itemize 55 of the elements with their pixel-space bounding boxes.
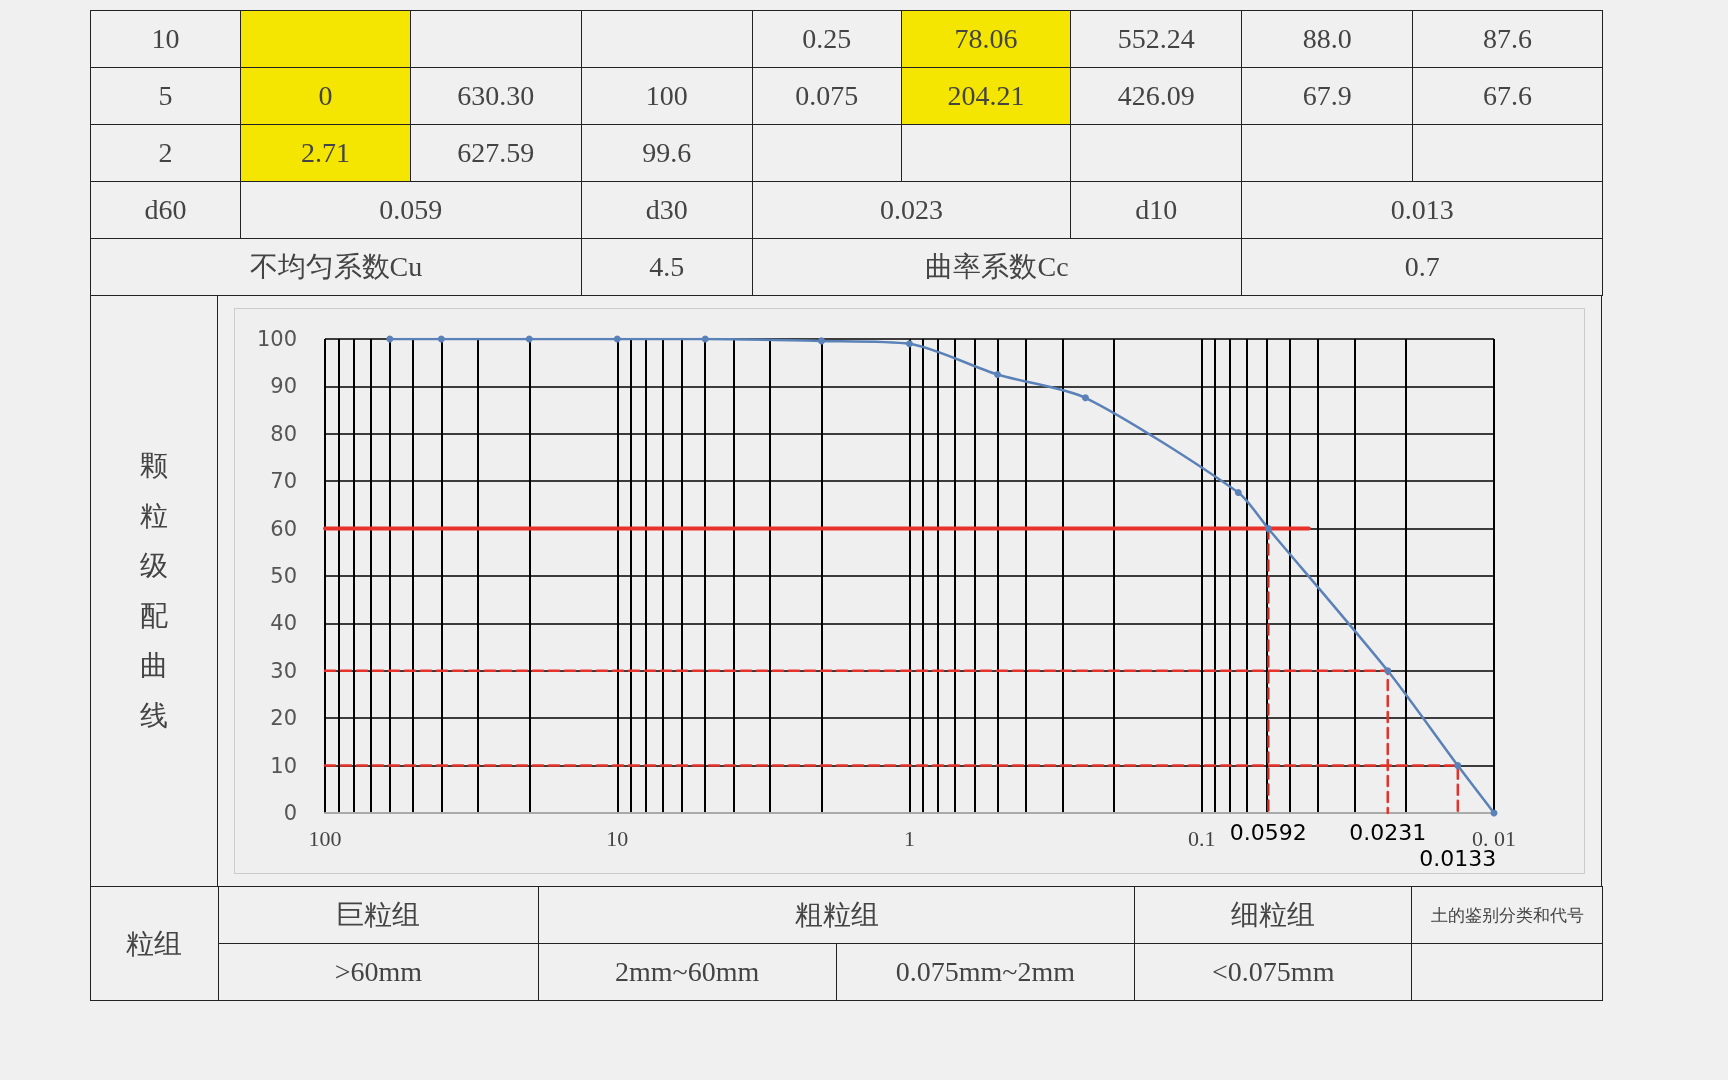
- x-tick-label: 100: [308, 825, 342, 851]
- text: 4.5: [581, 238, 753, 296]
- y-tick-label: 0: [283, 801, 297, 825]
- text: 67.6: [1412, 67, 1603, 125]
- x-tick-label: 1: [904, 825, 915, 851]
- text: 粗粒组: [538, 886, 1135, 944]
- annotation: 0.0592: [1229, 819, 1307, 845]
- text: 99.6: [581, 124, 753, 182]
- text: 0.075: [752, 67, 902, 125]
- text: 2mm~60mm: [538, 943, 836, 1001]
- text: 552.24: [1070, 10, 1242, 68]
- annotation: 0.0231: [1349, 819, 1427, 845]
- text: 78.06: [901, 10, 1071, 68]
- text: 0.059: [240, 181, 582, 239]
- y-tick-label: 90: [270, 374, 297, 399]
- text: 87.6: [1412, 10, 1603, 68]
- text: 粒组: [90, 886, 219, 1001]
- text: >60mm: [218, 943, 539, 1001]
- text: 0.25: [752, 10, 902, 68]
- text: 426.09: [1070, 67, 1242, 125]
- y-axis-title: 颗粒级配曲线: [139, 448, 169, 734]
- text: 88.0: [1241, 10, 1413, 68]
- x-tick-label: 10: [606, 825, 629, 851]
- text: 100: [581, 67, 753, 125]
- y-tick-label: 80: [270, 421, 297, 446]
- y-tick-label: 60: [270, 516, 297, 541]
- text: 0.7: [1241, 238, 1603, 296]
- text: 5: [90, 67, 241, 125]
- text: 67.9: [1241, 67, 1413, 125]
- y-tick-label: 20: [270, 706, 297, 731]
- text: 0.013: [1241, 181, 1603, 239]
- text: 2.71: [240, 124, 411, 182]
- text: 土的鉴别分类和代号: [1411, 886, 1603, 944]
- y-tick-label: 10: [270, 753, 297, 778]
- text: d10: [1070, 181, 1242, 239]
- text: 2: [90, 124, 241, 182]
- text: 10: [90, 10, 241, 68]
- y-tick-label: 40: [270, 611, 297, 636]
- text: 不均匀系数Cu: [90, 238, 582, 296]
- text: 细粒组: [1134, 886, 1412, 944]
- text: 0.075mm~2mm: [836, 943, 1135, 1001]
- text: 627.59: [410, 124, 582, 182]
- y-tick-label: 100: [256, 327, 297, 351]
- text: d30: [581, 181, 753, 239]
- y-tick-label: 50: [270, 564, 297, 588]
- y-tick-label: 30: [270, 658, 297, 683]
- text: <0.075mm: [1134, 943, 1412, 1001]
- y-tick-label: 70: [270, 469, 297, 494]
- text: 0.023: [752, 181, 1071, 239]
- text: 204.21: [901, 67, 1071, 125]
- text: 曲率系数Cc: [752, 238, 1242, 296]
- text: d60: [90, 181, 241, 239]
- text: 巨粒组: [218, 886, 539, 944]
- x-tick-label: 0.1: [1188, 825, 1216, 851]
- text: 630.30: [410, 67, 582, 125]
